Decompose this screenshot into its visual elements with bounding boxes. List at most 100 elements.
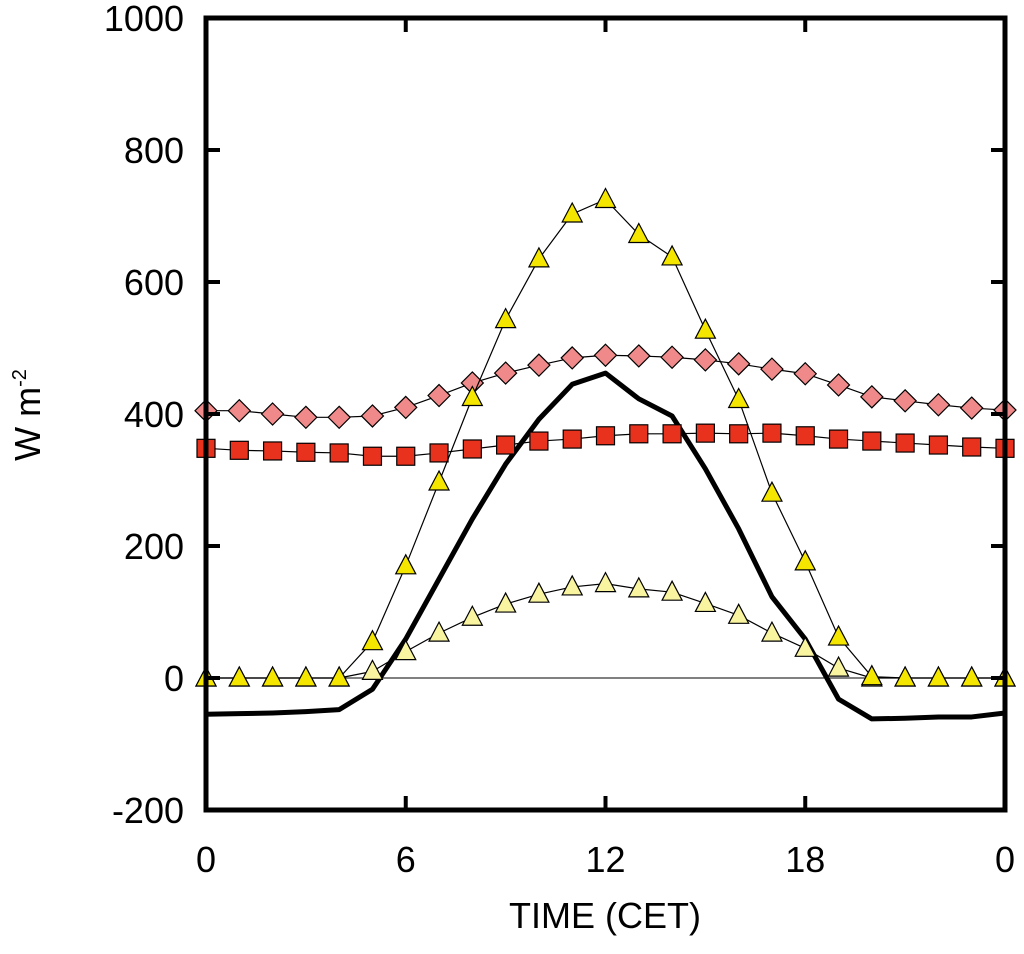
series-line — [206, 583, 1005, 679]
square-marker — [296, 442, 316, 462]
square-marker — [529, 431, 549, 451]
diamond-marker — [360, 404, 385, 428]
triangle-marker — [727, 603, 750, 624]
square-marker — [795, 426, 815, 446]
triangle-marker — [794, 636, 817, 657]
triangle-marker — [294, 665, 317, 687]
y-axis-label-text: W m — [7, 387, 48, 461]
y-tick-label: -200 — [112, 790, 184, 831]
triangle-marker — [661, 244, 684, 266]
diamond-marker — [593, 343, 618, 368]
triangle-marker — [494, 591, 517, 613]
triangle-marker — [461, 604, 484, 626]
diamond-marker — [859, 384, 884, 409]
triangle-marker — [561, 201, 584, 223]
triangle-marker — [727, 387, 750, 409]
diamond-marker — [527, 353, 551, 378]
triangle-marker — [627, 222, 650, 244]
square-marker — [595, 426, 616, 446]
triangle-marker — [361, 659, 384, 681]
diamond-marker — [893, 388, 917, 413]
triangle-marker — [527, 246, 550, 268]
square-marker — [662, 424, 682, 444]
diamond-marker — [260, 402, 285, 426]
triangle-marker — [627, 576, 650, 598]
diamond-marker — [826, 373, 851, 397]
triangle-marker — [860, 664, 883, 686]
triangle-marker — [661, 579, 684, 601]
diamond-marker — [393, 395, 418, 420]
triangle-marker — [694, 317, 717, 339]
square-marker — [895, 433, 915, 453]
diamond-marker — [793, 361, 818, 386]
square-marker — [928, 435, 949, 455]
triangle-marker — [361, 629, 384, 651]
y-axis-label-sup: -2 — [9, 369, 31, 387]
triangle-marker — [428, 620, 451, 642]
series — [196, 423, 1015, 466]
y-tick-label: 0 — [164, 658, 184, 699]
triangle-marker — [494, 307, 517, 329]
series — [194, 343, 1017, 430]
square-marker — [862, 431, 882, 451]
y-axis-label: W m-2 — [7, 369, 48, 461]
triangle-marker — [261, 665, 284, 687]
series — [205, 370, 1006, 722]
diamond-marker — [660, 345, 684, 370]
triangle-marker — [594, 187, 617, 209]
diamond-marker — [959, 396, 984, 420]
triangle-marker — [927, 665, 950, 687]
square-marker — [629, 424, 649, 444]
x-tick-label: 0 — [196, 839, 216, 880]
triangle-marker — [894, 665, 917, 687]
square-marker — [562, 429, 582, 449]
square-marker — [329, 443, 349, 463]
y-tick-label: 800 — [124, 130, 184, 171]
diamond-marker — [327, 405, 352, 430]
x-tick-label: 12 — [585, 839, 625, 880]
triangle-marker — [760, 480, 783, 502]
diamond-marker — [493, 361, 518, 385]
diamond-marker — [726, 351, 751, 376]
triangle-marker — [827, 624, 850, 646]
diamond-marker — [227, 398, 252, 423]
triangle-marker — [694, 591, 717, 613]
square-marker — [462, 439, 482, 459]
square-marker — [962, 437, 982, 457]
triangle-marker — [594, 571, 617, 593]
square-marker — [429, 443, 449, 463]
triangle-marker — [527, 581, 550, 603]
y-tick-label: 600 — [124, 262, 184, 303]
x-axis-label: TIME (CET) — [509, 895, 701, 936]
square-marker — [695, 423, 715, 443]
triangle-marker — [228, 665, 251, 687]
diamond-marker — [926, 392, 951, 417]
triangle-marker — [328, 665, 351, 687]
triangle-marker — [960, 665, 983, 687]
diamond-marker — [760, 357, 784, 381]
diamond-marker — [693, 348, 718, 372]
triangle-marker — [561, 574, 584, 596]
square-marker — [396, 446, 416, 466]
triangle-marker — [760, 620, 783, 642]
x-tick-label: 6 — [396, 839, 416, 880]
triangle-marker — [394, 639, 417, 661]
triangle-marker — [428, 469, 451, 491]
diamond-marker — [626, 344, 651, 368]
diamond-marker — [560, 346, 585, 370]
triangle-marker — [827, 655, 850, 677]
square-marker — [762, 423, 782, 443]
x-tick-label: 18 — [785, 839, 825, 880]
series — [195, 187, 1016, 687]
y-tick-label: 200 — [124, 526, 184, 567]
square-marker — [362, 446, 383, 466]
series — [195, 571, 1016, 687]
square-marker — [262, 441, 283, 461]
square-marker — [229, 440, 249, 460]
net-line — [205, 370, 1006, 722]
triangle-marker — [394, 553, 417, 575]
x-tick-label: 0 — [995, 839, 1015, 880]
square-marker — [729, 424, 749, 444]
square-marker — [828, 429, 849, 449]
